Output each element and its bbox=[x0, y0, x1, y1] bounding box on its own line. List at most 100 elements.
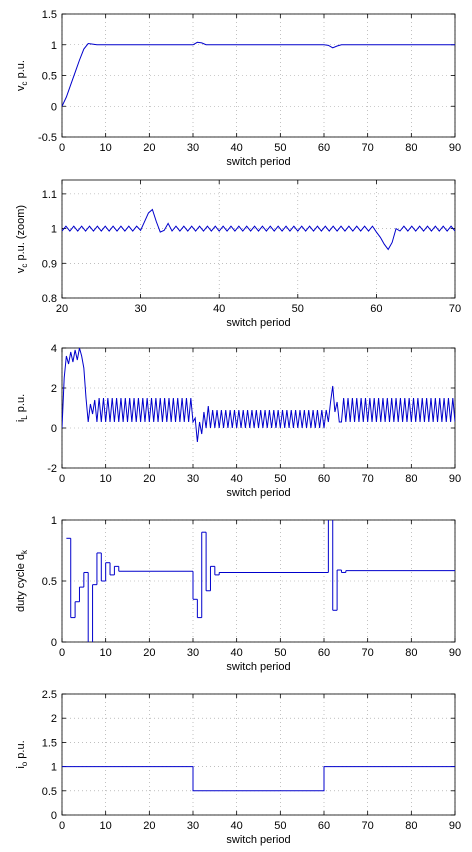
x-tick-label: 0 bbox=[59, 647, 65, 659]
y-axis-label: duty cycle dk bbox=[15, 549, 29, 612]
subplot: 0 10 20 30 40 50 60 70 80 90 0 0.5 1 1.5 2 2.5 switch pe… bbox=[15, 689, 461, 846]
y-tick-label: 0 bbox=[51, 423, 57, 435]
x-tick-label: 10 bbox=[100, 820, 112, 832]
x-tick-label: 80 bbox=[405, 473, 417, 485]
subplot: 20 30 40 50 60 70 0.8 0.9 1 1.1 switch period vc p.… bbox=[15, 179, 461, 329]
x-tick-label: 40 bbox=[213, 303, 225, 315]
y-tick-label: 0.9 bbox=[42, 258, 57, 270]
y-axis-label-sub: o bbox=[20, 761, 29, 766]
data-line bbox=[62, 41, 455, 107]
axes-frame bbox=[61, 519, 456, 643]
x-tick-label: 10 bbox=[100, 647, 112, 659]
y-axis-label-base: i bbox=[15, 766, 27, 768]
subplot: 0 10 20 30 40 50 60 70 80 90 0 0.5 1 switch period dut… bbox=[15, 515, 461, 673]
x-tick-label: 40 bbox=[231, 473, 243, 485]
y-axis-label-sub: L bbox=[20, 415, 29, 420]
x-tick-label: 70 bbox=[362, 142, 374, 154]
plot-area bbox=[62, 208, 455, 251]
y-axis-label-base: v bbox=[15, 267, 27, 273]
x-tick-label: 50 bbox=[274, 820, 286, 832]
x-tick-label: 50 bbox=[274, 647, 286, 659]
y-tick-label: 1 bbox=[51, 224, 57, 236]
y-tick-label: 1.1 bbox=[42, 189, 57, 201]
y-axis-label-base: v bbox=[15, 85, 27, 91]
y-tick-label: 2 bbox=[51, 713, 57, 725]
y-axis-label-rest: p.u. bbox=[15, 60, 27, 81]
y-tick-label: 2 bbox=[51, 383, 57, 395]
x-tick-label: 30 bbox=[134, 303, 146, 315]
x-axis-label: switch period bbox=[226, 487, 290, 499]
x-tick-label: 10 bbox=[100, 142, 112, 154]
y-axis-label-sub: c bbox=[20, 264, 29, 268]
plot-area bbox=[62, 41, 455, 107]
x-tick-label: 50 bbox=[274, 142, 286, 154]
x-tick-label: 60 bbox=[370, 303, 382, 315]
x-tick-label: 70 bbox=[449, 303, 461, 315]
x-tick-label: 70 bbox=[362, 647, 374, 659]
x-tick-label: 90 bbox=[449, 820, 461, 832]
x-tick-label: 30 bbox=[187, 820, 199, 832]
y-axis-label-sub: c bbox=[20, 81, 29, 85]
y-axis-label: iL p.u. bbox=[15, 394, 29, 422]
y-tick-label: 0.8 bbox=[42, 293, 57, 305]
y-axis-label-rest: p.u. bbox=[15, 740, 27, 761]
y-axis-label-base: i bbox=[15, 420, 27, 422]
x-tick-label: 30 bbox=[187, 473, 199, 485]
plot-area bbox=[66, 520, 455, 642]
x-tick-label: 20 bbox=[143, 820, 155, 832]
x-tick-label: 30 bbox=[187, 142, 199, 154]
x-tick-label: 10 bbox=[100, 473, 112, 485]
x-tick-label: 60 bbox=[318, 473, 330, 485]
x-tick-label: 50 bbox=[274, 473, 286, 485]
x-axis-label: switch period bbox=[226, 661, 290, 673]
x-axis-label: switch period bbox=[226, 156, 290, 168]
y-tick-label: -0.5 bbox=[38, 132, 57, 144]
y-tick-label: 1 bbox=[51, 762, 57, 774]
x-tick-label: 20 bbox=[143, 142, 155, 154]
x-axis-label: switch period bbox=[226, 834, 290, 846]
axes-frame bbox=[61, 179, 456, 299]
y-tick-label: 0.5 bbox=[42, 576, 57, 588]
y-axis-label-sub: k bbox=[20, 549, 29, 554]
x-tick-label: 50 bbox=[292, 303, 304, 315]
y-axis-label-rest: p.u. (zoom) bbox=[15, 205, 27, 264]
x-tick-label: 80 bbox=[405, 820, 417, 832]
x-tick-label: 40 bbox=[231, 647, 243, 659]
x-tick-label: 70 bbox=[362, 473, 374, 485]
x-tick-label: 60 bbox=[318, 820, 330, 832]
x-tick-label: 80 bbox=[405, 142, 417, 154]
y-tick-label: 0 bbox=[51, 101, 57, 113]
x-axis-label: switch period bbox=[226, 317, 290, 329]
plot-area bbox=[62, 766, 455, 792]
x-tick-label: 40 bbox=[231, 142, 243, 154]
data-line bbox=[62, 208, 455, 251]
data-line bbox=[62, 348, 455, 443]
axes-frame bbox=[61, 693, 456, 816]
y-axis-label: vc p.u. bbox=[15, 60, 29, 91]
x-tick-label: 40 bbox=[231, 820, 243, 832]
y-axis-label: io p.u. bbox=[15, 740, 29, 768]
y-tick-label: 1.5 bbox=[42, 737, 57, 749]
y-tick-label: 1.5 bbox=[42, 9, 57, 21]
data-line bbox=[62, 766, 455, 792]
y-axis-label-rest: p.u. bbox=[15, 394, 27, 415]
y-tick-label: 0.5 bbox=[42, 71, 57, 83]
y-tick-label: 1 bbox=[51, 515, 57, 527]
y-tick-label: 4 bbox=[51, 343, 57, 355]
x-tick-label: 90 bbox=[449, 142, 461, 154]
x-tick-label: 60 bbox=[318, 647, 330, 659]
y-tick-label: 0 bbox=[51, 637, 57, 649]
x-tick-label: 0 bbox=[59, 473, 65, 485]
axes-frame bbox=[61, 13, 456, 138]
y-tick-label: 1 bbox=[51, 40, 57, 52]
y-tick-label: 0 bbox=[51, 810, 57, 822]
x-tick-label: 30 bbox=[187, 647, 199, 659]
x-tick-label: 0 bbox=[59, 142, 65, 154]
x-tick-label: 70 bbox=[362, 820, 374, 832]
x-tick-label: 60 bbox=[318, 142, 330, 154]
x-tick-label: 90 bbox=[449, 647, 461, 659]
x-tick-label: 20 bbox=[56, 303, 68, 315]
